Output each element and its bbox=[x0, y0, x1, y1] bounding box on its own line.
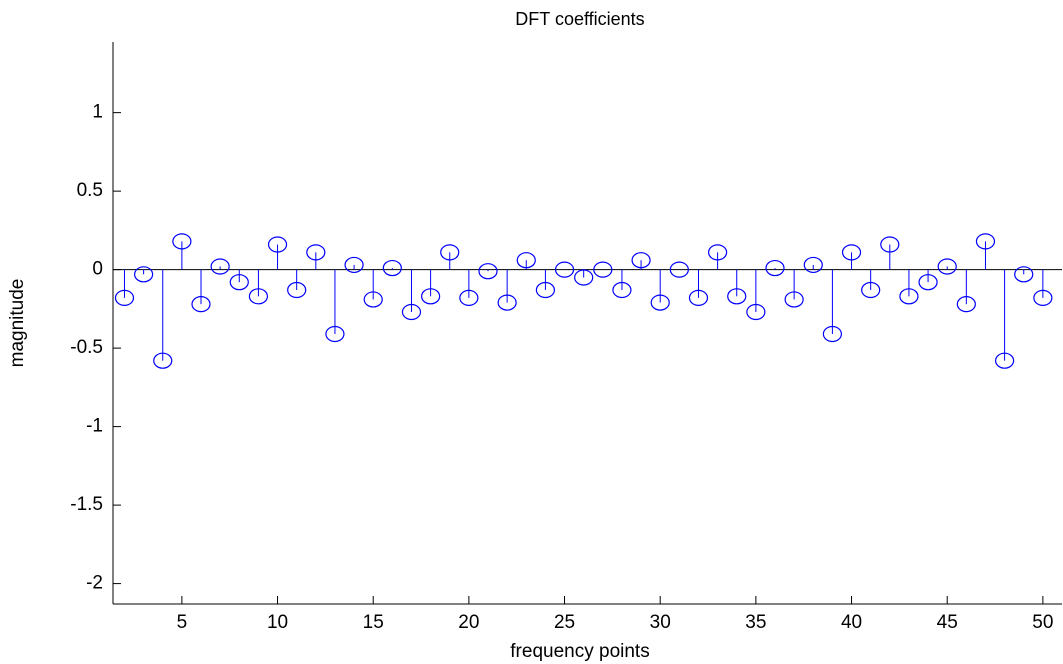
y-tick-label: -2 bbox=[86, 573, 103, 594]
x-tick-label: 50 bbox=[1032, 612, 1053, 633]
stem-marker bbox=[918, 274, 938, 291]
stem-marker bbox=[1033, 289, 1053, 306]
stem-marker bbox=[803, 256, 823, 274]
stem-marker bbox=[574, 269, 594, 286]
stem-marker bbox=[363, 291, 383, 308]
x-axis-label: frequency points bbox=[510, 641, 649, 662]
stem-marker bbox=[306, 244, 326, 261]
stem-marker bbox=[727, 288, 747, 305]
x-tick-label: 45 bbox=[937, 612, 958, 633]
stem-marker bbox=[344, 256, 364, 274]
stem-marker bbox=[554, 261, 575, 278]
stem-marker bbox=[421, 288, 441, 305]
x-tick-label: 25 bbox=[554, 612, 575, 633]
y-tick-label: 1 bbox=[92, 102, 103, 123]
stem-marker bbox=[995, 352, 1015, 369]
x-tick-label: 15 bbox=[363, 612, 384, 633]
stem-marker bbox=[1014, 266, 1034, 283]
stem-marker bbox=[975, 233, 996, 250]
x-tick-label: 40 bbox=[841, 612, 862, 633]
stem-marker bbox=[841, 244, 862, 261]
stem-marker bbox=[880, 236, 900, 253]
x-tick-label: 20 bbox=[458, 612, 479, 633]
stem-marker bbox=[401, 303, 422, 321]
stem-marker bbox=[612, 281, 632, 299]
stem-marker bbox=[267, 236, 288, 253]
stem-marker bbox=[459, 289, 479, 306]
stem-marker bbox=[899, 288, 919, 305]
stem-marker bbox=[669, 261, 689, 278]
y-tick-label: 0.5 bbox=[77, 180, 103, 201]
stem-marker bbox=[650, 294, 670, 311]
stem-marker bbox=[708, 244, 728, 261]
stem-marker bbox=[861, 281, 881, 299]
stem-marker bbox=[287, 281, 307, 299]
chart-title: DFT coefficients bbox=[515, 9, 644, 29]
x-tick-label: 10 bbox=[267, 612, 288, 633]
stem-marker bbox=[172, 233, 192, 250]
stem-marker bbox=[114, 289, 135, 306]
stem-marker bbox=[956, 296, 976, 313]
stem-marker bbox=[765, 259, 785, 277]
stem-marker bbox=[440, 244, 460, 261]
stem-marker bbox=[210, 258, 230, 275]
stem-marker bbox=[535, 281, 556, 299]
stem-marker bbox=[593, 261, 613, 278]
stem-marker bbox=[478, 263, 498, 280]
stem-marker bbox=[784, 291, 804, 308]
stem-marker bbox=[497, 294, 517, 311]
stem-marker bbox=[937, 258, 957, 275]
stem-marker bbox=[746, 303, 766, 321]
x-tick-label: 30 bbox=[650, 612, 671, 633]
stem-marker bbox=[191, 296, 211, 313]
stem-marker bbox=[153, 352, 173, 369]
y-tick-label: 0 bbox=[92, 259, 103, 280]
stem-marker bbox=[248, 288, 269, 305]
stem-marker bbox=[134, 266, 154, 283]
stem-marker bbox=[631, 252, 651, 269]
y-tick-label: -1.5 bbox=[70, 494, 103, 515]
x-tick-label: 5 bbox=[177, 612, 188, 633]
stem-marker bbox=[822, 325, 843, 343]
stem-marker bbox=[516, 252, 536, 269]
y-tick-label: -1 bbox=[86, 416, 103, 437]
stem-marker bbox=[229, 274, 249, 291]
stem-marker bbox=[325, 325, 345, 343]
y-tick-label: -0.5 bbox=[70, 337, 103, 358]
stem-marker bbox=[382, 259, 402, 277]
stem-marker bbox=[688, 289, 709, 306]
y-axis-label: magnitude bbox=[7, 279, 28, 368]
x-tick-label: 35 bbox=[745, 612, 766, 633]
